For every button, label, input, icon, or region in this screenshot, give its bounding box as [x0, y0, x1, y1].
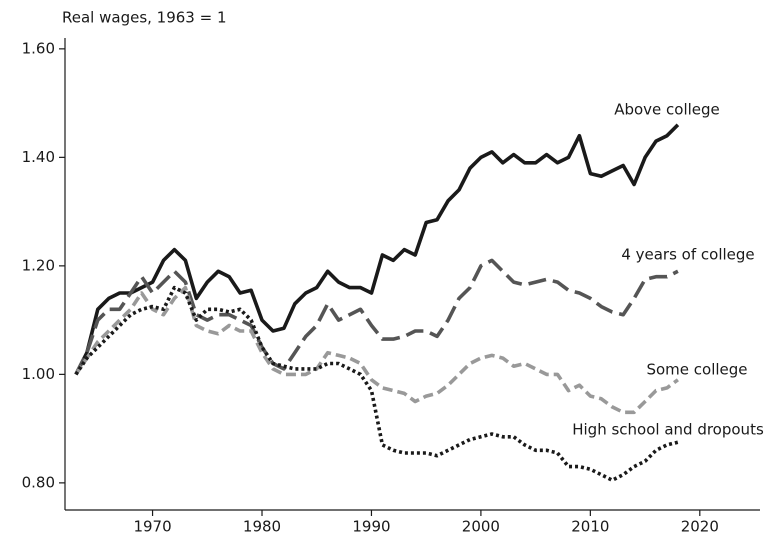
series-label: Above college	[614, 101, 720, 119]
series-line	[74, 285, 679, 415]
series-label: High school and dropouts	[572, 421, 764, 439]
y-axis-label: Real wages, 1963 = 1	[62, 9, 227, 27]
x-tick-label: 1980	[243, 518, 281, 533]
x-tick-label: 2000	[462, 518, 500, 533]
x-tick-label: 2010	[571, 518, 609, 533]
y-tick-label: 1.60	[22, 39, 55, 57]
y-tick-label: 1.00	[22, 365, 55, 383]
x-tick-label: 1970	[133, 518, 171, 533]
series-line	[74, 285, 679, 483]
y-tick-label: 0.80	[22, 473, 55, 491]
series-line	[74, 258, 679, 376]
series-line	[74, 123, 680, 376]
series-label: 4 years of college	[621, 246, 754, 264]
x-tick-label: 1990	[352, 518, 390, 533]
y-tick-label: 1.20	[22, 256, 55, 274]
series-label: Some college	[646, 361, 747, 379]
x-tick-label: 2020	[681, 518, 719, 533]
y-tick-label: 1.40	[22, 148, 55, 166]
